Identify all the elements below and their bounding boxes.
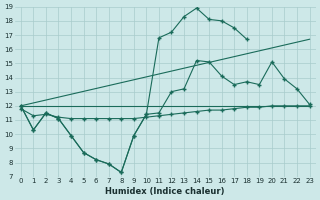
X-axis label: Humidex (Indice chaleur): Humidex (Indice chaleur) [106,187,225,196]
